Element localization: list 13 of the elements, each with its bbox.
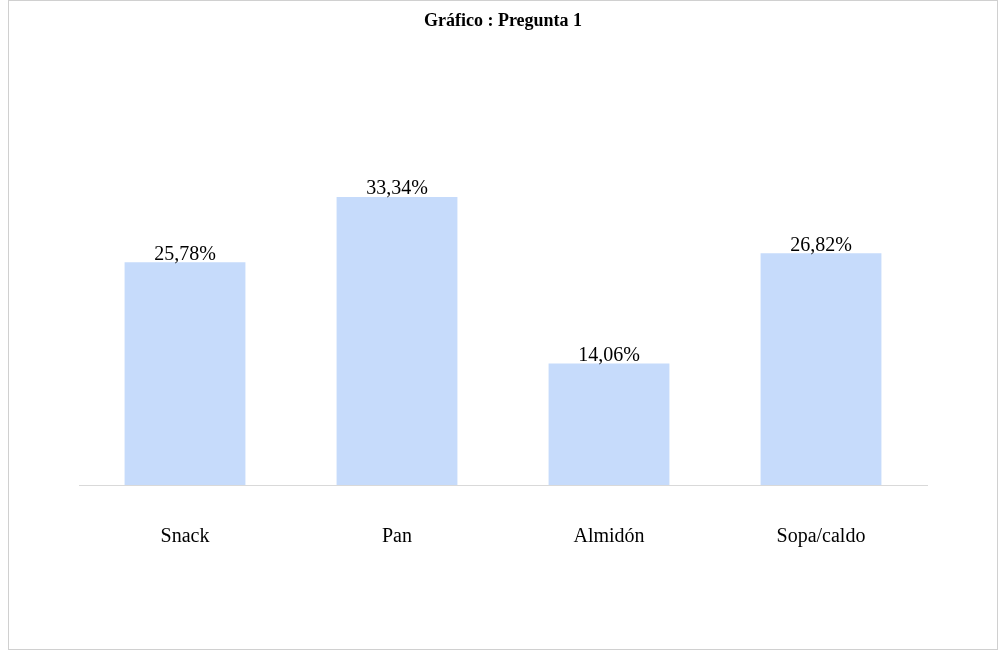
x-tick-label: Sopa/caldo — [776, 524, 866, 548]
chart-title: Gráfico : Pregunta 1 — [423, 10, 583, 31]
data-label: 14,06% — [578, 342, 640, 365]
x-tick-label: Pan — [382, 524, 412, 547]
bar — [760, 253, 882, 485]
data-label: 26,82% — [790, 232, 852, 255]
bar — [336, 196, 458, 485]
x-tick-label: Snack — [160, 524, 210, 547]
bar — [124, 262, 246, 485]
data-label: 33,34% — [366, 176, 428, 199]
bar — [548, 363, 670, 485]
data-label: 25,78% — [154, 241, 216, 264]
x-tick-label: Almidón — [573, 524, 645, 547]
